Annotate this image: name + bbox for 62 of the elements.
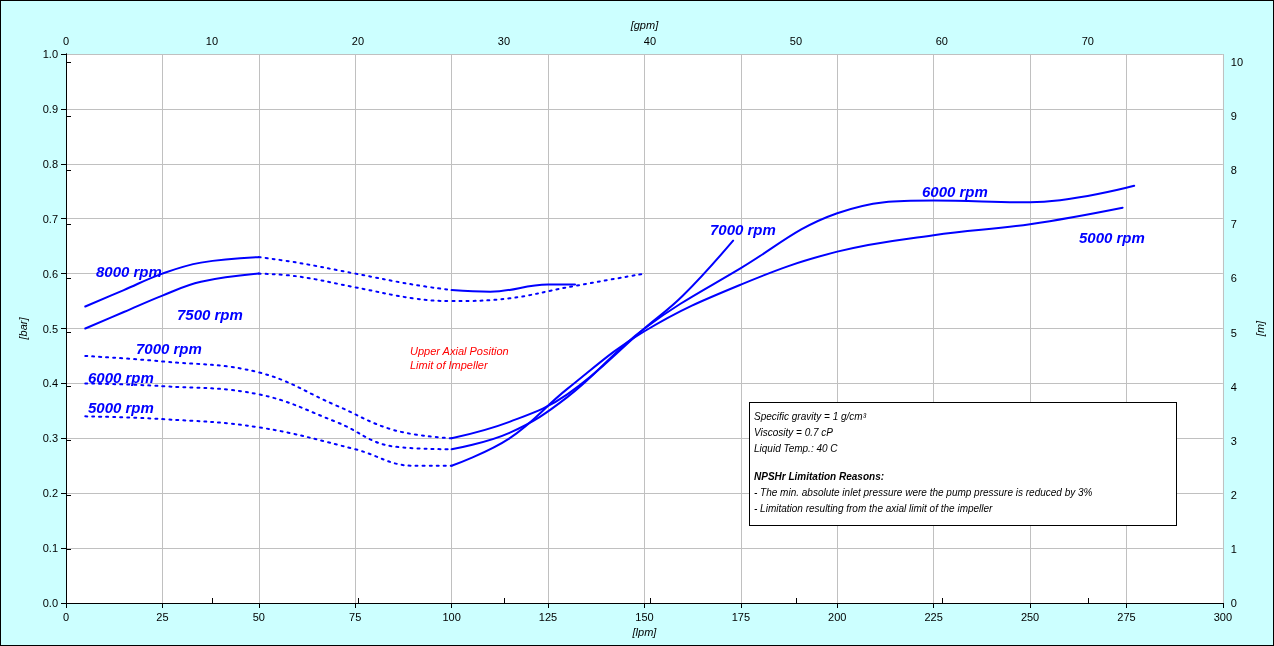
annotation: 7000 rpm [136, 339, 202, 357]
x-tick-label: 0 [62, 610, 70, 623]
y2-tick-label: 9 [1230, 110, 1237, 123]
x2-tick-label: 50 [789, 34, 803, 47]
y-tick-label: 0.0 [42, 597, 58, 609]
y-tick-label: 0.7 [42, 212, 58, 225]
y2-tick-label: 7 [1230, 218, 1237, 231]
y2-tick-label: 4 [1230, 380, 1237, 393]
y2-tick-label: 3 [1230, 434, 1237, 447]
x2-tick-label: 10 [205, 34, 219, 47]
y-tick-label: 0.4 [42, 377, 58, 390]
y-tick-label: 0.5 [42, 322, 58, 335]
annotation: 5000 rpm [88, 398, 154, 416]
y-tick-label: 0.1 [42, 542, 58, 555]
annotation: 6000 rpm [88, 368, 154, 386]
annotation: Viscosity = 0.7 cP [754, 426, 835, 440]
y2-tick-label: 2 [1230, 488, 1237, 501]
y2-tick-label: 1 [1230, 542, 1237, 555]
annotation: NPSHr Limitation Reasons: [754, 470, 886, 484]
x2-tick-label: 20 [351, 34, 365, 47]
x-tick-label: 100 [442, 610, 461, 623]
y-tick-label: 0.2 [42, 487, 58, 500]
y2-tick-label: 6 [1230, 272, 1237, 285]
y-axis-title: [bar] [16, 316, 29, 341]
annotation: - Limitation resulting from the axial limit of the impeller [754, 502, 994, 516]
annotation: 7500 rpm [177, 305, 243, 323]
x-tick-label: 250 [1020, 610, 1040, 623]
x-tick-label: 200 [828, 610, 847, 623]
y2-axis-title: [m] [1253, 319, 1266, 338]
x-tick-label: 175 [731, 610, 751, 623]
x2-tick-label: 0 [62, 34, 70, 47]
annotation: Upper Axial Position Limit of Impeller [410, 345, 509, 371]
y2-tick-label: 0 [1230, 597, 1237, 609]
y2-tick-label: 10 [1230, 56, 1244, 69]
x-tick-label: 50 [252, 610, 265, 623]
x-tick-label: 300 [1213, 610, 1233, 623]
x-tick-label: 150 [635, 610, 654, 623]
annotation: Liquid Temp.: 40 C [754, 442, 839, 456]
annotation: Specific gravity = 1 g/cm³ [754, 410, 868, 424]
x-tick-label: 75 [349, 610, 362, 623]
annotation: 6000 rpm [922, 182, 988, 200]
x2-tick-label: 30 [497, 34, 511, 47]
x-tick-label: 125 [538, 610, 558, 623]
x2-tick-label: 40 [643, 34, 657, 47]
y2-tick-label: 5 [1230, 326, 1237, 339]
y2-tick-label: 8 [1230, 164, 1237, 177]
annotation: 7000 rpm [710, 220, 776, 238]
x-axis-title: [lpm] [631, 626, 658, 639]
y-tick-label: 0.3 [42, 432, 58, 445]
annotation: 8000 rpm [96, 262, 162, 280]
y-tick-label: 0.9 [42, 102, 58, 115]
x-tick-label: 25 [156, 610, 169, 623]
x2-axis-title: [gpm] [629, 18, 660, 31]
y-tick-label: 1.0 [42, 48, 58, 60]
annotation: 5000 rpm [1079, 228, 1145, 246]
y-tick-label: 0.8 [42, 157, 58, 170]
x-tick-label: 225 [924, 610, 943, 623]
y-tick-label: 0.6 [42, 267, 58, 280]
x2-tick-label: 70 [1081, 34, 1094, 47]
annotation: - The min. absolute inlet pressure were the pump pressure is reduced by 3% [754, 486, 1094, 500]
x-tick-label: 275 [1117, 610, 1136, 623]
x2-tick-label: 60 [935, 34, 948, 47]
